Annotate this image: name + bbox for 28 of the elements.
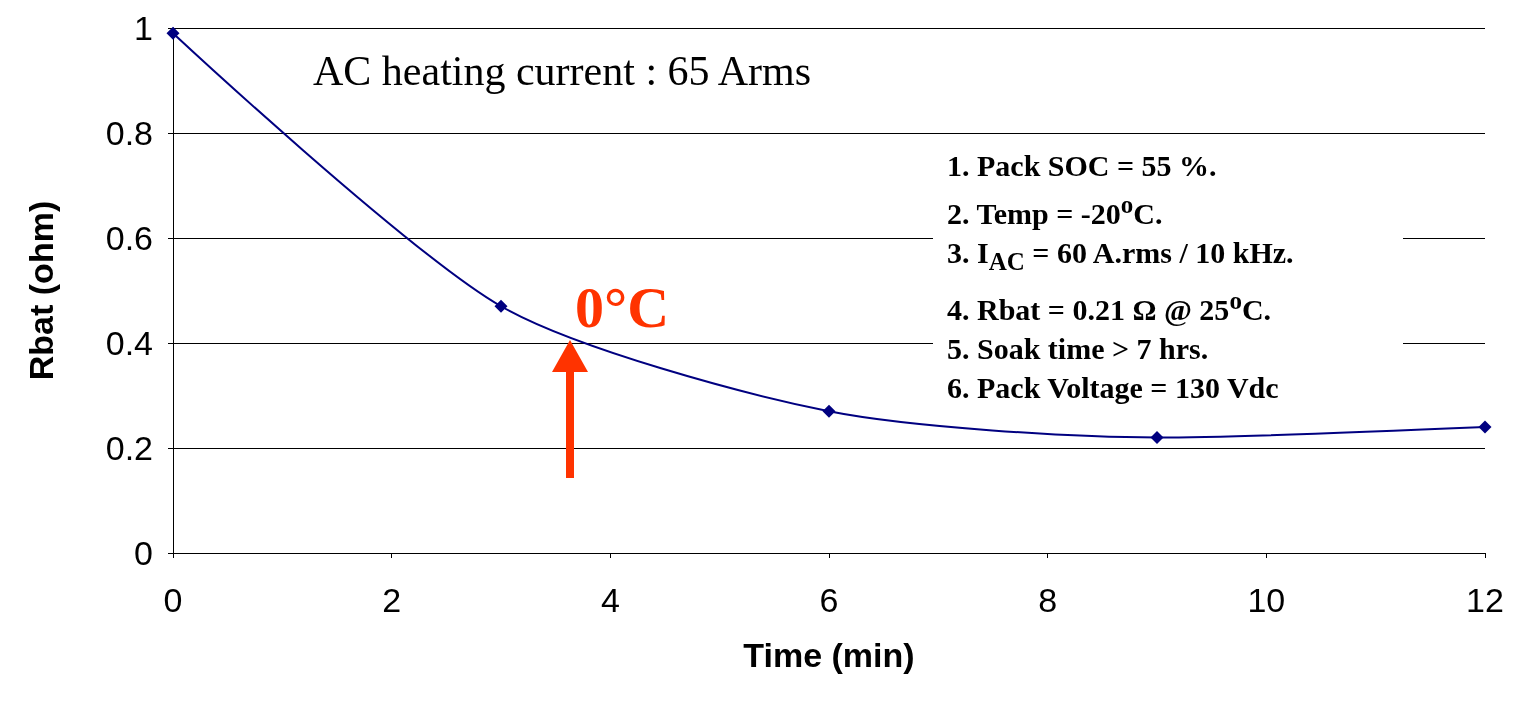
x-tick-label: 10 — [1247, 581, 1286, 619]
y-tick-label: 0.8 — [105, 114, 153, 152]
annotation: 2. Temp = -20$^{o}$C. — [947, 190, 1164, 232]
x-tick-label: 4 — [600, 581, 620, 619]
y-axis-title: Rbat (ohm) — [22, 200, 60, 381]
point — [494, 299, 508, 313]
x-tick-label: 12 — [1466, 581, 1504, 619]
annotation: AC heating current : 65 Arms — [313, 48, 812, 94]
point — [166, 26, 180, 40]
point — [1478, 420, 1492, 434]
x-tick-label: 8 — [1038, 581, 1058, 619]
y-tick-label: 1 — [134, 9, 153, 47]
y-tick-label: 0.6 — [105, 219, 153, 257]
y-tick-label: 0 — [134, 534, 153, 572]
x-tick-label: 6 — [819, 581, 839, 619]
annotation: 0°C — [575, 274, 670, 340]
y-tick-label: 0.4 — [105, 324, 153, 362]
annotation: 4. Rbat = 0.21 Ω @ 25$^{o}$C. — [947, 286, 1273, 328]
annotation: 3. I$_{AC}$ = 60 A.rms / 10 kHz. — [947, 235, 1295, 277]
point — [822, 404, 836, 418]
annotation: 5. Soak time > 7 hrs. — [947, 331, 1210, 367]
y-tick-label: 0.2 — [105, 429, 153, 467]
x-tick-label: 2 — [382, 581, 402, 619]
annotation: 1. Pack SOC = 55 %. — [947, 148, 1218, 184]
point — [1150, 431, 1164, 444]
x-tick-label: 0 — [163, 581, 183, 619]
x-axis-title: Time (min) — [743, 636, 915, 674]
annotation: 6. Pack Voltage = 130 Vdc — [947, 370, 1280, 406]
